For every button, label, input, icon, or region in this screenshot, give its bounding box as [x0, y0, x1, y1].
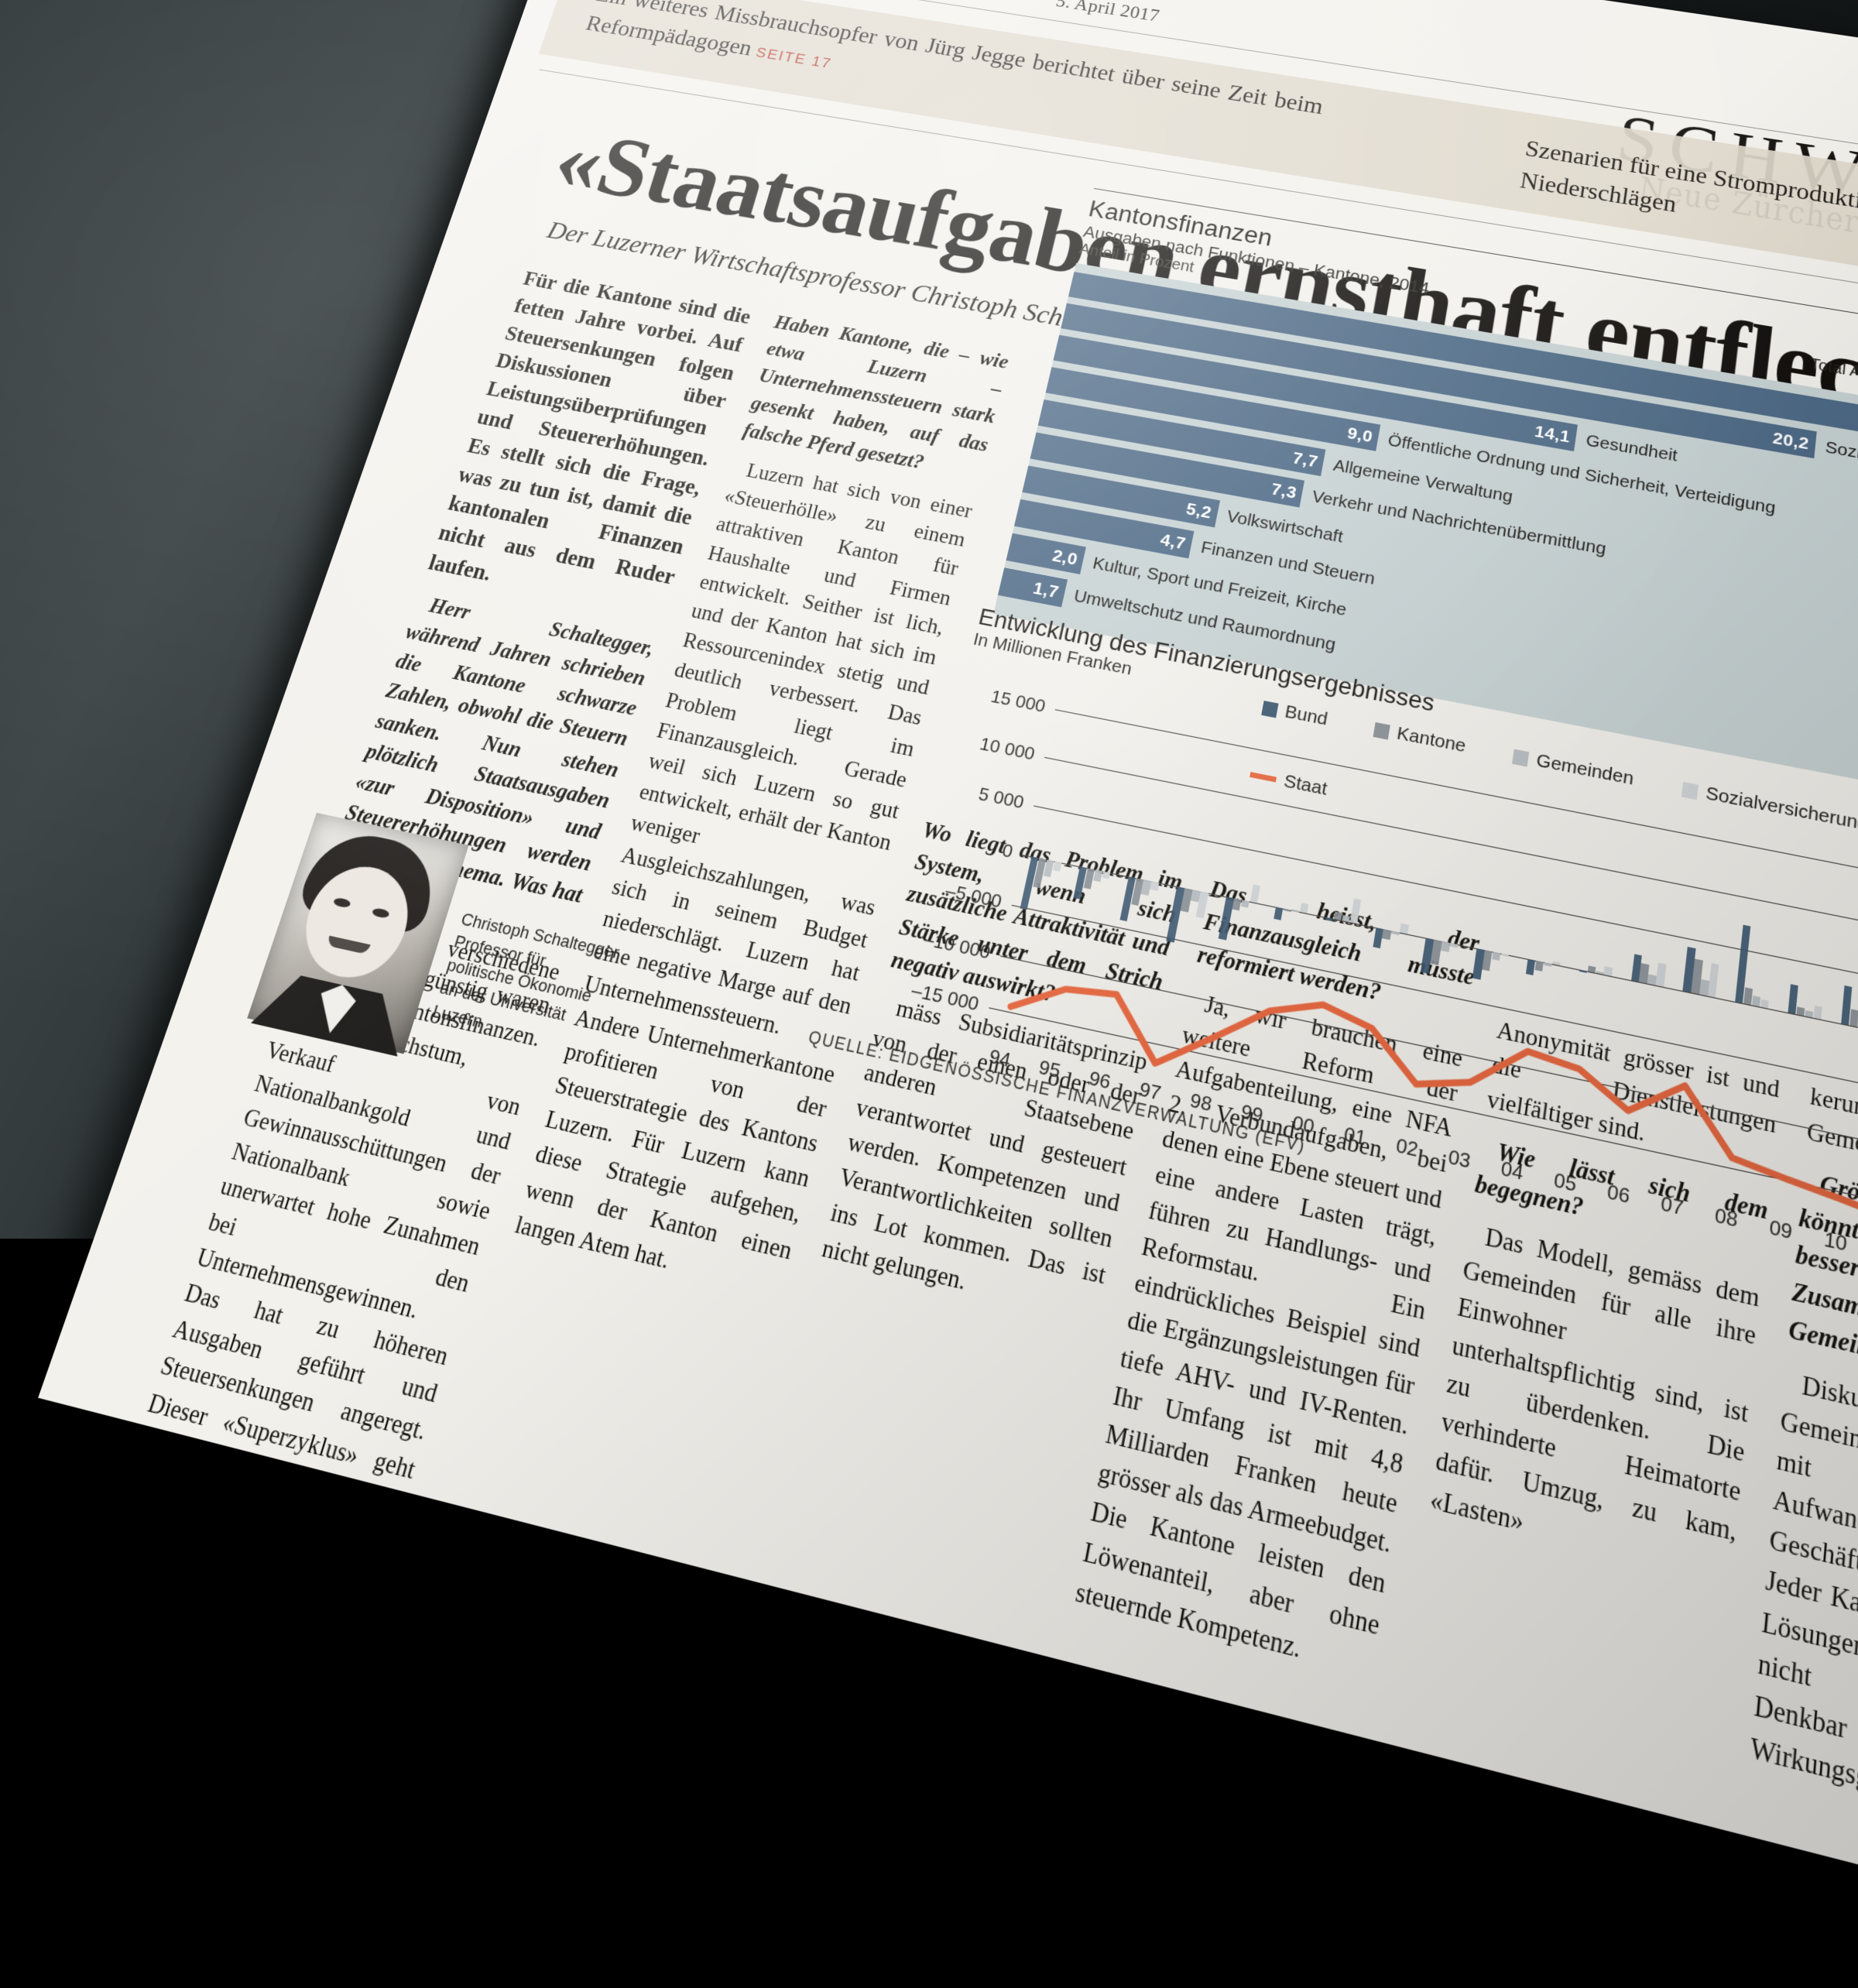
- interview-answer: Das Modell, gemäss dem Gemeinden für all…: [1428, 1215, 1761, 1593]
- chart1-bar-value: 9,0: [1346, 424, 1373, 447]
- chart2-xtick-label: 07: [1660, 1192, 1685, 1222]
- chart2-legend-label: Kantone: [1395, 723, 1467, 757]
- chart1-bar-value: 7,7: [1291, 449, 1320, 472]
- chart1-bar-value: 4,7: [1158, 530, 1187, 554]
- chart2-xtick-label: 01: [1342, 1123, 1368, 1151]
- chart2-xtick-label: 06: [1606, 1181, 1631, 1209]
- chart2-legend-swatch: [1261, 701, 1278, 718]
- chart1-bar: 2,0: [1006, 533, 1086, 574]
- chart1-bar-value: 1,7: [1031, 578, 1061, 602]
- interview-question: Haben Kantone, die – wie etwa Luzern – U…: [740, 308, 1012, 487]
- chart1-bar: 1,7: [998, 567, 1068, 607]
- interview-answer: Diskussionen über Gemeindefusionen werde…: [1748, 1362, 1858, 1852]
- chart2-ytick-label: 5 000: [976, 784, 1026, 814]
- chart2-xtick-label: 03: [1447, 1146, 1472, 1174]
- chart1-bar-value: 20,2: [1771, 429, 1809, 454]
- chart2-ytick-label: –15 000: [909, 979, 981, 1016]
- chart2-xtick-label: 02: [1394, 1134, 1420, 1163]
- chart2-legend-swatch: [1512, 749, 1529, 766]
- chart2-legend-swatch: [1373, 722, 1390, 739]
- page-stage: 5. April 2017 SCHWEIZ Neue Zürcher Zeitu…: [0, 0, 1858, 1239]
- newspaper-page: 5. April 2017 SCHWEIZ Neue Zürcher Zeitu…: [38, 0, 1858, 1930]
- chart2-legend-swatch: [1681, 781, 1699, 799]
- chart1-bar-value: 7,3: [1270, 480, 1298, 503]
- chart2-xtick-label: 05: [1552, 1169, 1578, 1198]
- chart2-xtick-label: 09: [1768, 1215, 1794, 1245]
- chart2-ytick-label: –5 000: [943, 880, 1003, 913]
- chart2-ytick-label: 0: [1000, 840, 1015, 863]
- chart2-xtick-label: 04: [1500, 1157, 1525, 1186]
- chart2-xtick-label: 10: [1823, 1228, 1848, 1257]
- chart1-bar-value: 2,0: [1051, 546, 1080, 570]
- chart2-ytick-label: 15 000: [989, 687, 1047, 718]
- chart2-ytick-label: 10 000: [978, 734, 1037, 766]
- chart1-bar-label: Gesundheit: [1585, 431, 1678, 466]
- chart2-ytick-label: –10 000: [921, 928, 992, 964]
- chart1-bar-value: 5,2: [1184, 499, 1213, 523]
- chart2-xtick-label: 08: [1714, 1204, 1740, 1233]
- chart1-bar-value: 14,1: [1533, 423, 1571, 447]
